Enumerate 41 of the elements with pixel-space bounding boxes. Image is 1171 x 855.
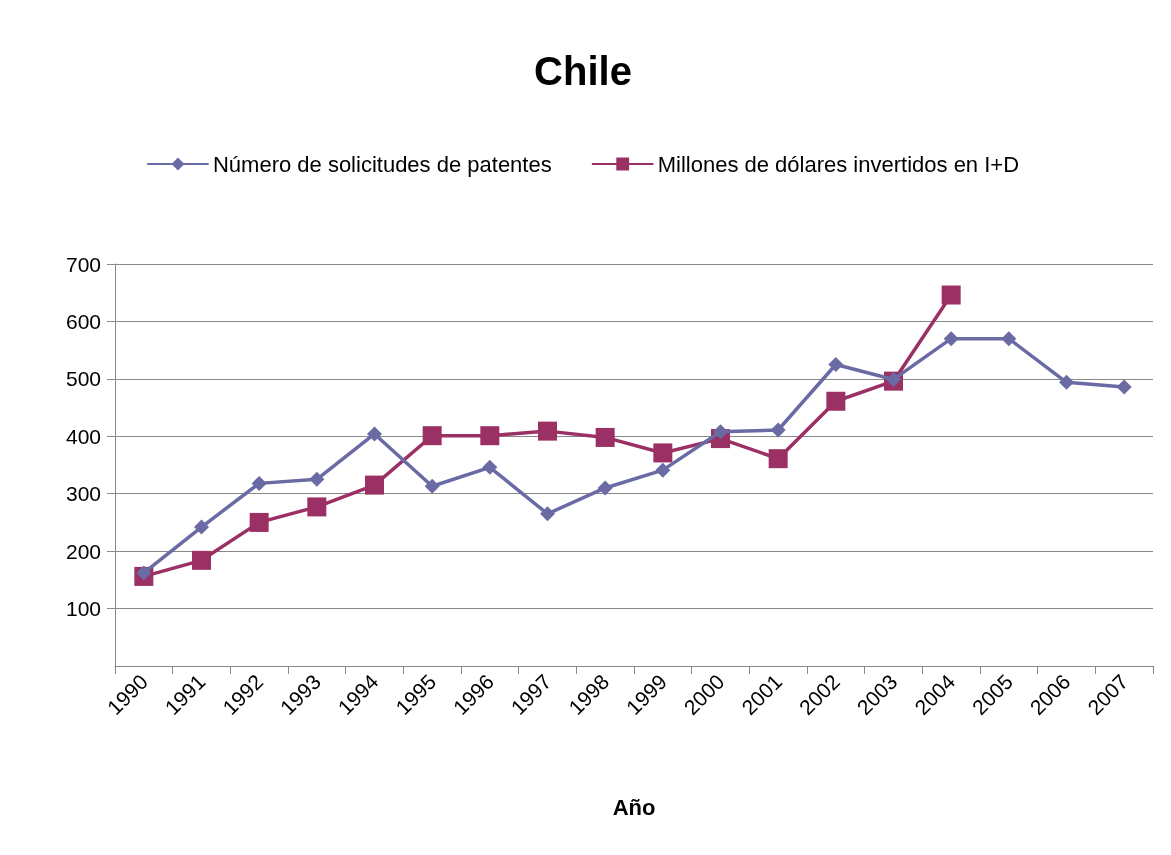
legend-label: Número de solicitudes de patentes	[212, 151, 552, 177]
point	[595, 427, 615, 447]
y-tick-label: 200	[65, 539, 101, 563]
y-tick-label: 600	[65, 309, 101, 333]
point	[538, 421, 557, 441]
y-tick-label: 300	[65, 482, 101, 506]
point	[482, 459, 498, 475]
point	[653, 443, 673, 463]
x-axis-title: Año	[612, 794, 656, 820]
point	[941, 285, 961, 305]
point	[828, 357, 844, 372]
point	[424, 478, 440, 494]
point	[540, 506, 555, 522]
point	[826, 391, 846, 411]
chart-title: Chile	[534, 49, 632, 93]
point	[192, 550, 211, 570]
y-tick-label: 100	[65, 597, 101, 621]
y-tick-label: 700	[65, 252, 101, 276]
point	[194, 519, 209, 535]
point	[770, 422, 786, 438]
point	[713, 424, 728, 440]
point	[597, 480, 613, 496]
point	[422, 426, 442, 446]
point	[1001, 331, 1017, 347]
point	[136, 565, 152, 581]
point	[886, 371, 901, 387]
y-tick-label: 400	[65, 424, 101, 448]
point	[768, 449, 788, 469]
point	[249, 512, 269, 532]
point	[365, 475, 384, 495]
point	[251, 475, 267, 491]
point	[480, 426, 500, 446]
point	[1116, 379, 1132, 395]
point	[655, 462, 671, 478]
point	[943, 331, 959, 347]
point	[367, 426, 382, 442]
point	[1059, 374, 1074, 390]
y-tick-label: 500	[65, 367, 101, 391]
point	[309, 471, 325, 487]
point	[307, 497, 327, 517]
legend-label: Millones de dólares invertidos en I+D	[657, 151, 1020, 177]
